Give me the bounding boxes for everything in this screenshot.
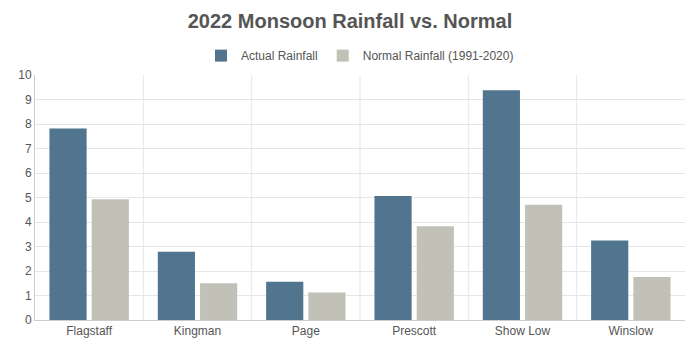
svg-text:Kingman: Kingman	[174, 324, 221, 338]
svg-text:3: 3	[25, 240, 32, 254]
svg-text:5: 5	[25, 191, 32, 205]
svg-text:Winslow: Winslow	[608, 324, 653, 338]
svg-text:Page: Page	[292, 324, 320, 338]
svg-text:9: 9	[25, 93, 32, 107]
svg-text:Show Low: Show Low	[495, 324, 551, 338]
svg-text:2022 Monsoon Rainfall vs. Norm: 2022 Monsoon Rainfall vs. Normal	[188, 10, 513, 32]
svg-text:6: 6	[25, 166, 32, 180]
svg-text:4: 4	[25, 215, 32, 229]
svg-text:7: 7	[25, 142, 32, 156]
svg-text:Flagstaff: Flagstaff	[66, 324, 112, 338]
svg-text:10: 10	[18, 68, 32, 82]
svg-text:Prescott: Prescott	[392, 324, 437, 338]
svg-text:0: 0	[25, 313, 32, 327]
svg-text:Normal Rainfall (1991-2020): Normal Rainfall (1991-2020)	[363, 49, 514, 63]
svg-text:2: 2	[25, 264, 32, 278]
svg-text:1: 1	[25, 289, 32, 303]
svg-text:Actual Rainfall: Actual Rainfall	[241, 49, 318, 63]
svg-text:8: 8	[25, 117, 32, 131]
